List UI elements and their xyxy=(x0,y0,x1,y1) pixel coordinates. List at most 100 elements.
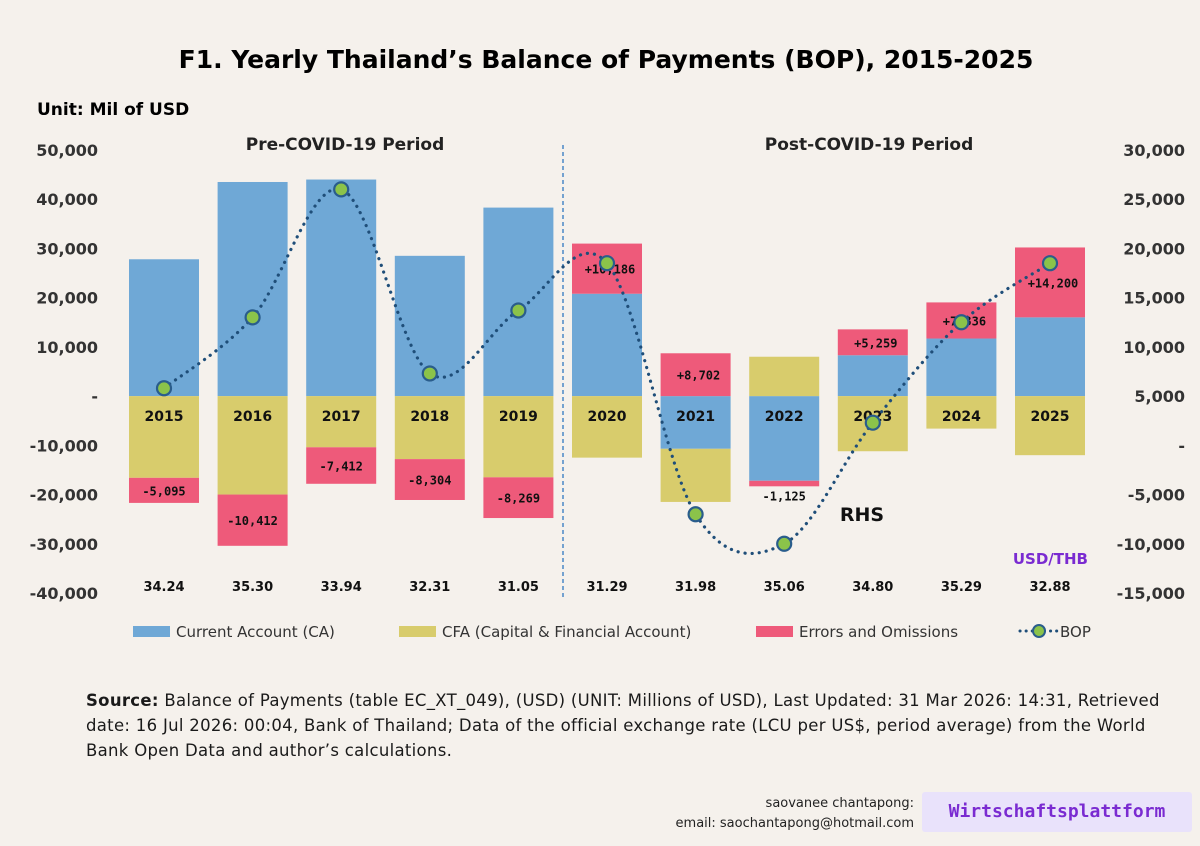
fx-value-label: 32.31 xyxy=(409,580,450,595)
post-covid-label: Post-COVID-19 Period xyxy=(765,135,974,155)
year-label: 2025 xyxy=(1031,409,1070,425)
left-tick-label: -30,000 xyxy=(30,535,98,554)
fx-value-label: 31.98 xyxy=(675,580,716,595)
year-label: 2021 xyxy=(676,409,715,425)
eo-value-label: +8,702 xyxy=(677,369,720,383)
eo-value-label: -1,125 xyxy=(763,489,806,503)
bar-eo xyxy=(483,477,554,519)
right-tick-label: -10,000 xyxy=(1117,535,1185,554)
legend-label: Current Account (CA) xyxy=(176,623,335,641)
author-email: email: saochantapong@hotmail.com xyxy=(675,816,914,831)
bar-ca xyxy=(660,396,731,449)
bar-ca xyxy=(749,396,820,481)
rhs-label: RHS xyxy=(840,504,884,526)
year-label: 2022 xyxy=(765,409,804,425)
legend-swatch xyxy=(399,626,436,637)
bar-eo xyxy=(217,494,288,546)
year-labels: 2015201620172018201920202021202220232024… xyxy=(145,409,1070,425)
legend-swatch xyxy=(133,626,170,637)
bar-eo xyxy=(660,353,731,397)
right-tick-label: 25,000 xyxy=(1123,190,1185,209)
left-tick-label: -10,000 xyxy=(30,436,98,455)
fx-value-label: 33.94 xyxy=(321,580,362,595)
eo-value-label: -8,269 xyxy=(497,492,540,506)
chart-title: F1. Yearly Thailand’s Balance of Payment… xyxy=(179,45,1034,74)
legend-label: CFA (Capital & Financial Account) xyxy=(442,623,691,641)
legend-label: BOP xyxy=(1060,623,1091,641)
bop-marker xyxy=(333,181,350,198)
source-note: Source: Balance of Payments (table EC_XT… xyxy=(86,688,1166,763)
unit-label: Unit: Mil of USD xyxy=(37,100,189,120)
fx-value-label: 34.24 xyxy=(143,580,184,595)
left-tick-label: 50,000 xyxy=(36,141,98,160)
eo-value-label: +5,259 xyxy=(854,336,897,350)
eo-value-label: -5,095 xyxy=(142,484,185,498)
bar-cfa xyxy=(749,356,820,397)
bar-ca xyxy=(1015,317,1085,397)
fx-value-label: 31.29 xyxy=(586,580,627,595)
left-tick-label: - xyxy=(91,387,98,406)
eo-value-label: +14,200 xyxy=(1028,276,1079,290)
left-tick-label: 20,000 xyxy=(36,289,98,308)
legend-swatch xyxy=(756,626,793,637)
legend-label: Errors and Omissions xyxy=(799,623,958,641)
fx-value-label: 31.05 xyxy=(498,580,539,595)
left-tick-label: -40,000 xyxy=(30,584,98,603)
left-tick-label: -20,000 xyxy=(30,486,98,505)
bar-ca xyxy=(129,259,199,397)
right-tick-label: - xyxy=(1178,436,1185,455)
bar-eo xyxy=(837,329,908,356)
bar-ca xyxy=(572,293,642,397)
bar-eo xyxy=(394,459,465,500)
bop-marker xyxy=(510,302,527,319)
bar-cfa xyxy=(217,396,288,495)
year-label: 2018 xyxy=(410,409,449,425)
bop-line xyxy=(155,181,1059,556)
bop-marker xyxy=(244,309,261,326)
fx-value-label: 35.06 xyxy=(764,580,805,595)
bar-cfa xyxy=(572,396,642,458)
right-tick-label: 15,000 xyxy=(1123,289,1185,308)
legend-marker xyxy=(1032,624,1046,638)
year-label: 2019 xyxy=(499,409,538,425)
fx-value-label: 32.88 xyxy=(1029,580,1070,595)
brand-badge: Wirtschaftsplattform xyxy=(922,792,1192,832)
bop-marker xyxy=(864,414,881,431)
bop-marker xyxy=(598,255,616,272)
bop-marker xyxy=(776,535,793,552)
year-label: 2024 xyxy=(942,409,981,425)
legend: Current Account (CA) CFA (Capital & Finan… xyxy=(133,623,1091,641)
bop-marker xyxy=(1041,255,1059,272)
pre-covid-label: Pre-COVID-19 Period xyxy=(246,135,445,155)
right-tick-label: 5,000 xyxy=(1134,387,1185,406)
year-label: 2015 xyxy=(145,409,184,425)
left-axis: 50,000 40,000 30,000 20,000 10,000 - -10,000 -2… xyxy=(30,141,98,603)
left-tick-label: 10,000 xyxy=(36,338,98,357)
errors-omissions-labels: -5,095-10,412-7,412-8,304-8,269+10,186+8… xyxy=(142,263,1078,529)
author-name: saovanee chantapong: xyxy=(765,796,914,811)
bar-cfa xyxy=(483,396,554,478)
bar-ca xyxy=(483,207,554,397)
fx-value-label: 35.30 xyxy=(232,580,273,595)
fx-values: 34.24 35.30 33.94 32.31 31.05 31.29 31.98 35.06… xyxy=(143,580,1070,595)
author-credit: saovanee chantapong: email: saochantapon… xyxy=(676,794,914,834)
year-label: 2020 xyxy=(588,409,627,425)
right-tick-label: 10,000 xyxy=(1123,338,1185,357)
bar-ca xyxy=(926,338,997,397)
bar-cfa xyxy=(306,396,377,448)
fx-value-label: 34.80 xyxy=(852,580,893,595)
right-tick-label: -5,000 xyxy=(1128,486,1185,505)
bar-ca xyxy=(217,181,288,397)
right-tick-label: 30,000 xyxy=(1123,141,1185,160)
bar-cfa xyxy=(926,396,997,429)
bar-cfa xyxy=(129,396,199,478)
right-tick-label: -15,000 xyxy=(1117,584,1185,603)
bop-chart: F1. Yearly Thailand’s Balance of Payment… xyxy=(30,45,1185,641)
bop-marker xyxy=(687,506,704,523)
year-label: 2017 xyxy=(322,409,361,425)
source-text: Balance of Payments (table EC_XT_049), (… xyxy=(86,691,1160,760)
bar-eo xyxy=(129,477,199,503)
bar-eo xyxy=(749,480,820,487)
bars xyxy=(129,179,1085,546)
bar-eo xyxy=(306,447,377,484)
